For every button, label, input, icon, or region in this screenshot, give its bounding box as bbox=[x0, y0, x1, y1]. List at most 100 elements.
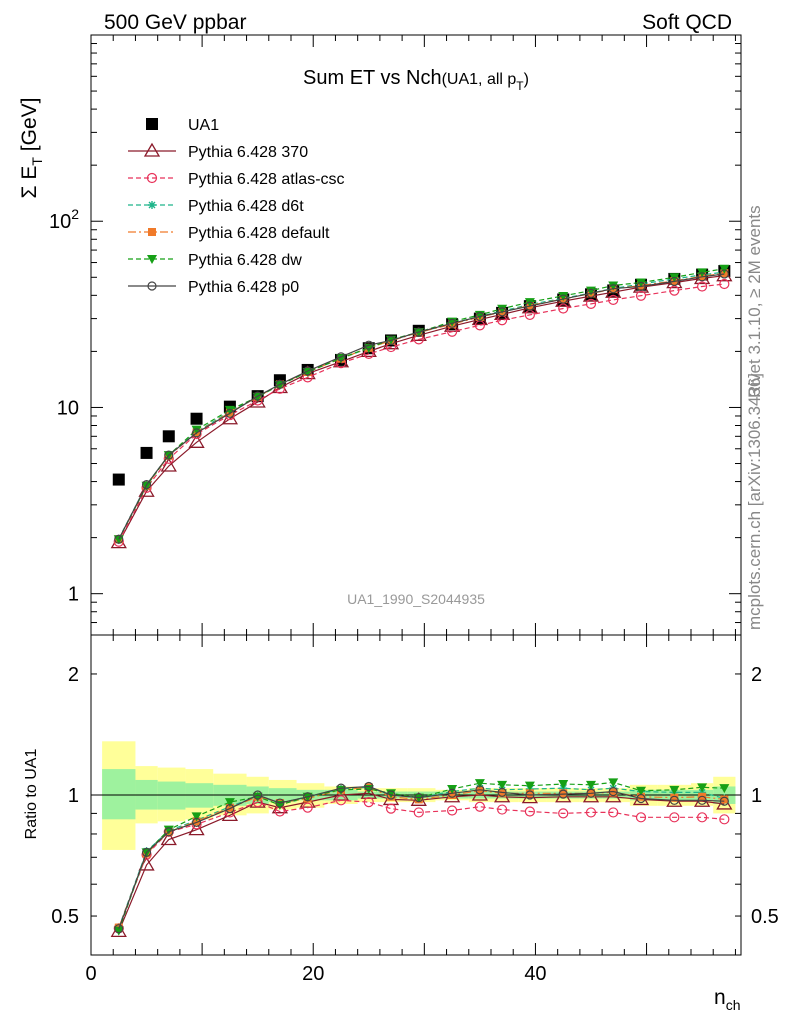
ratio-point-atlas bbox=[413, 807, 424, 818]
main-point-p0 bbox=[114, 534, 124, 544]
legend-marker-p370 bbox=[143, 142, 161, 157]
ratio-series-line-p0 bbox=[118, 785, 725, 929]
ratio-series-line-dw bbox=[118, 781, 725, 931]
ratio-point-p370 bbox=[360, 784, 377, 799]
ratio-point-dw bbox=[586, 780, 596, 790]
ratio-point-p0 bbox=[525, 790, 535, 800]
x-tick-label: 40 bbox=[524, 963, 546, 985]
ratio-point-p0 bbox=[475, 785, 485, 795]
main-point-p0 bbox=[303, 366, 313, 376]
x-axis-label: nch bbox=[714, 986, 740, 1013]
main-point-p370 bbox=[249, 393, 266, 408]
main-point-p0 bbox=[414, 327, 424, 337]
ratio-point-p0 bbox=[719, 796, 729, 806]
ratio-point-p0 bbox=[253, 790, 263, 800]
main-point-p0 bbox=[669, 276, 679, 287]
ratio-point-p0 bbox=[336, 783, 346, 793]
ratio-point-p0 bbox=[114, 924, 124, 934]
main-point-p0 bbox=[608, 284, 618, 294]
main-point-dw bbox=[586, 286, 596, 296]
main-point-p0 bbox=[336, 352, 346, 362]
ratio-point-p0 bbox=[225, 804, 235, 814]
ratio-point-dw bbox=[669, 785, 680, 795]
ratio-point-p0 bbox=[164, 827, 174, 837]
ratio-point-atlas bbox=[608, 807, 619, 818]
ratio-point-p0 bbox=[364, 781, 374, 792]
main-title: Sum ET vs Nch(UA1, all pT) bbox=[303, 67, 529, 93]
ratio-point-dw bbox=[474, 779, 485, 789]
main-title-suffix: (UA1, all p bbox=[442, 71, 517, 88]
main-point-p0 bbox=[141, 480, 152, 490]
ratio-point-dw bbox=[558, 780, 569, 790]
main-panel-axes: 1 10 102 bbox=[49, 34, 741, 636]
main-point-p0 bbox=[525, 301, 535, 311]
ratio-point-p370 bbox=[221, 807, 239, 821]
ratio-point-dw bbox=[224, 798, 235, 808]
ratio-point-p370 bbox=[188, 821, 205, 836]
main-point-dw bbox=[497, 304, 508, 314]
main-point-atlas bbox=[697, 281, 708, 292]
main-point-p370 bbox=[160, 457, 177, 472]
main-point-data bbox=[140, 446, 153, 459]
ratio-point-p0 bbox=[697, 795, 707, 805]
ratio-point-atlas bbox=[385, 803, 397, 814]
analysis-watermark: UA1_1990_S2044935 bbox=[347, 591, 485, 607]
ratio-point-p0 bbox=[497, 787, 507, 798]
ratio-point-default bbox=[475, 786, 484, 795]
ratio-point-p0 bbox=[386, 790, 396, 800]
ratio-point-d6t bbox=[698, 788, 707, 797]
main-point-p0 bbox=[364, 340, 374, 350]
main-point-atlas bbox=[585, 298, 597, 309]
main-point-p0 bbox=[275, 379, 285, 389]
ratio-y-tick-label-right: 0.5 bbox=[751, 906, 779, 928]
main-point-atlas bbox=[669, 285, 680, 296]
ratio-point-p0 bbox=[586, 788, 596, 798]
ratio-panel-axes: 0.5 0.51 12 20 20 40 bbox=[51, 635, 779, 985]
legend-marker-dw bbox=[147, 255, 157, 264]
main-point-p370 bbox=[188, 434, 205, 448]
main-point-dw bbox=[191, 425, 202, 435]
header-energy: 500 GeV ppbar bbox=[104, 11, 246, 34]
main-title-text: Sum ET vs Nch bbox=[303, 67, 442, 89]
ratio-point-atlas bbox=[719, 814, 730, 825]
main-point-atlas bbox=[719, 278, 730, 290]
main-point-atlas bbox=[558, 303, 569, 314]
main-point-data bbox=[190, 412, 203, 425]
ratio-point-p0 bbox=[303, 792, 313, 802]
ratio-point-dw bbox=[697, 783, 708, 793]
ratio-point-atlas bbox=[585, 807, 597, 818]
main-point-p0 bbox=[719, 269, 729, 279]
ratio-point-p0 bbox=[636, 793, 646, 804]
ratio-y-axis-label: Ratio to UA1 bbox=[23, 749, 40, 840]
main-y-axis-label: Σ ET [GeV] bbox=[18, 98, 45, 199]
main-point-dw bbox=[608, 281, 619, 291]
ratio-point-atlas bbox=[335, 795, 347, 806]
ratio-point-dw bbox=[113, 926, 124, 936]
legend-label-default: Pythia 6.428 default bbox=[188, 225, 330, 242]
ratio-point-p0 bbox=[191, 817, 202, 827]
ratio-point-p370 bbox=[160, 831, 177, 846]
main-y-tick-label: 102 bbox=[49, 206, 79, 233]
ratio-point-default bbox=[609, 788, 618, 797]
ratio-panel-marks bbox=[110, 778, 733, 938]
main-point-dw bbox=[558, 291, 569, 301]
ratio-point-dw bbox=[719, 784, 730, 794]
main-point-dw bbox=[224, 405, 235, 415]
ratio-point-dw bbox=[636, 786, 646, 796]
ratio-point-atlas bbox=[669, 812, 680, 823]
legend-marker-p0 bbox=[147, 281, 157, 291]
main-title-close: ) bbox=[524, 71, 529, 88]
header-category: Soft QCD bbox=[642, 11, 732, 34]
ratio-point-atlas bbox=[363, 797, 374, 808]
main-y-label-sub: T bbox=[29, 157, 45, 166]
main-point-atlas bbox=[635, 290, 647, 301]
main-series-line-dw bbox=[118, 268, 725, 540]
ratio-point-default bbox=[225, 803, 234, 812]
ratio-point-p0 bbox=[275, 798, 285, 808]
legend-marker-d6t bbox=[148, 201, 156, 209]
ratio-point-default bbox=[192, 817, 201, 826]
main-point-dw bbox=[113, 535, 124, 545]
ratio-series-line-atlas bbox=[118, 799, 725, 929]
ratio-point-atlas bbox=[302, 802, 313, 813]
legend: UA1 Pythia 6.428 370 Pythia 6.428 atlas-cs… bbox=[128, 117, 345, 296]
